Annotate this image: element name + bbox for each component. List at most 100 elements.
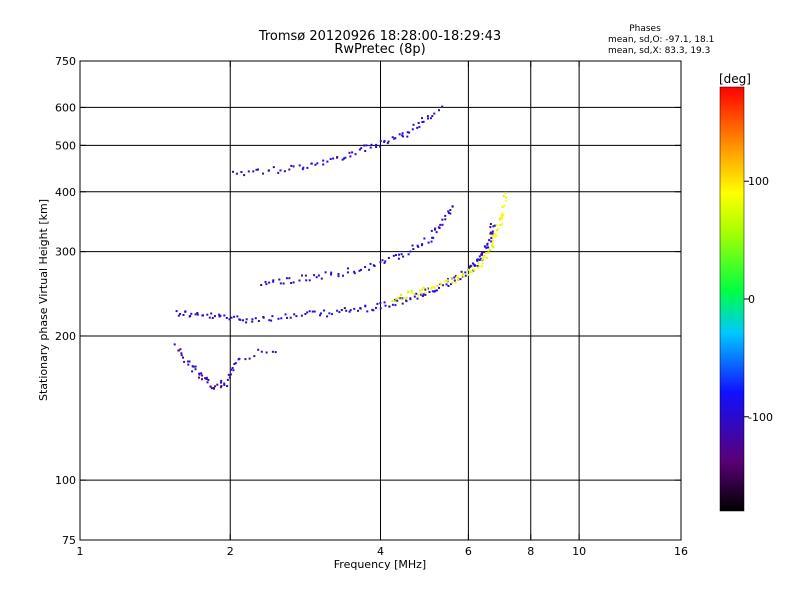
echo-point (447, 211, 450, 214)
echo-point (405, 296, 408, 299)
y-axis-label: Stationary phase Virtual Height [km] (37, 199, 50, 401)
echo-point (212, 387, 215, 389)
colorbar-tick-label: 100 (748, 175, 769, 188)
y-tick-label: 400 (55, 186, 76, 199)
echo-point (313, 274, 316, 277)
echo-point (477, 261, 480, 264)
echo-point (342, 274, 344, 277)
echo-point (175, 310, 178, 313)
echo-point (501, 206, 504, 208)
echo-point (410, 289, 413, 292)
echo-point (495, 229, 498, 232)
echo-point (418, 289, 421, 292)
echo-point (427, 117, 429, 120)
echo-point (239, 318, 242, 321)
echo-point (344, 156, 347, 159)
echo-point (330, 273, 332, 276)
echo-point (478, 259, 481, 262)
echo-point (467, 273, 470, 276)
gridlines (80, 61, 681, 540)
echo-point (375, 306, 377, 309)
echo-point (210, 312, 213, 315)
echo-point (497, 227, 500, 230)
echo-point (440, 283, 443, 286)
echo-point (424, 293, 427, 296)
echo-point (179, 313, 182, 315)
echo-point (182, 314, 185, 316)
y-tick-label: 500 (55, 139, 76, 152)
echo-point (295, 315, 298, 318)
y-tick-label: 200 (55, 330, 76, 343)
echo-point (481, 258, 484, 261)
data-points (173, 105, 508, 390)
echo-point (451, 281, 454, 284)
echo-point (343, 157, 345, 160)
echo-point (252, 170, 255, 173)
echo-point (457, 276, 460, 279)
echo-point (429, 117, 432, 120)
echo-point (430, 287, 433, 290)
echo-point (308, 279, 311, 282)
echo-point (228, 318, 231, 321)
echo-point (319, 314, 321, 317)
echo-point (349, 155, 352, 158)
colorbar-tick-label: 0 (748, 293, 755, 306)
echo-point (319, 312, 322, 315)
echo-point (413, 295, 416, 298)
echo-point (364, 266, 367, 268)
echo-point (201, 378, 203, 381)
echo-point (366, 310, 369, 313)
echo-point (183, 360, 186, 363)
echo-point (431, 236, 434, 239)
echo-point (491, 232, 494, 235)
echo-point (179, 348, 182, 351)
echo-point (401, 302, 404, 305)
echo-point (349, 309, 352, 312)
echo-point (483, 245, 486, 248)
echo-point (383, 301, 386, 304)
y-tick-label: 600 (55, 101, 76, 114)
echo-point (220, 379, 223, 382)
echo-point (416, 244, 419, 247)
echo-point (472, 265, 474, 268)
echo-point (268, 319, 271, 322)
echo-point (464, 271, 467, 274)
echo-point (381, 259, 384, 262)
echo-point (242, 319, 244, 322)
echo-point (498, 217, 501, 220)
echo-point (257, 348, 260, 351)
echo-point (254, 317, 257, 320)
echo-point (192, 365, 195, 368)
echo-point (483, 251, 486, 254)
echo-point (416, 297, 419, 300)
echo-point (500, 216, 503, 219)
echo-point (453, 279, 456, 282)
echo-point (329, 158, 332, 160)
echo-point (190, 312, 193, 315)
echo-point (387, 140, 390, 143)
echo-point (441, 218, 444, 221)
echo-point (424, 288, 427, 291)
echo-point (277, 317, 280, 320)
echo-point (234, 362, 237, 365)
echo-point (416, 126, 419, 129)
echo-point (320, 277, 323, 280)
echo-point (264, 280, 267, 283)
chart-title: Tromsø 20120926 18:28:00-18:29:43 (258, 29, 501, 44)
y-tick-label: 300 (55, 246, 76, 259)
echo-point (504, 191, 507, 194)
echo-point (298, 164, 301, 167)
echo-point (469, 264, 472, 267)
echo-point (368, 268, 371, 271)
echo-point (438, 287, 440, 289)
echo-point (226, 378, 229, 381)
echo-point (504, 199, 507, 202)
echo-point (434, 228, 436, 231)
echo-point (278, 278, 281, 281)
echo-point (485, 246, 488, 249)
echo-point (461, 274, 464, 277)
echo-point (401, 132, 404, 135)
echo-point (300, 314, 303, 317)
echo-point (417, 294, 420, 297)
echo-point (226, 385, 229, 388)
